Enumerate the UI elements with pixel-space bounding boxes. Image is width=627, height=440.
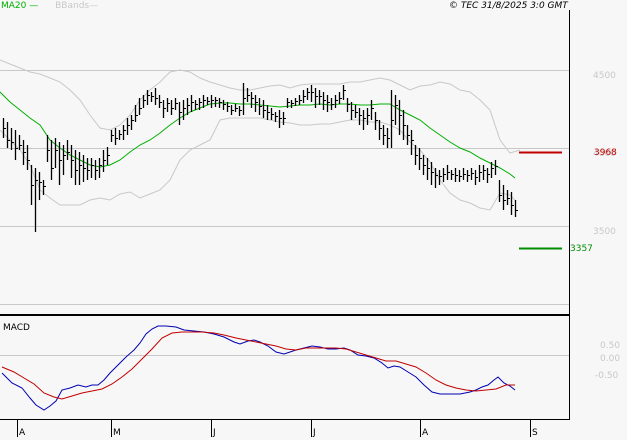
legend-bbands: BBands—: [55, 1, 99, 11]
x-tick-apr: A: [19, 428, 26, 438]
y-tick-4000: 4000: [593, 149, 616, 159]
chart-frame: [0, 10, 570, 437]
legend-ma20: MA20 —: [1, 1, 39, 11]
ma20-line: [0, 91, 516, 179]
price-gridlines: [0, 70, 569, 356]
x-tick-aug: A: [422, 428, 429, 438]
resistance-label: 3968: [594, 148, 617, 158]
x-tick-may: M: [113, 428, 121, 438]
macd-tick-050: 0.50: [600, 341, 621, 351]
support-label: 3357: [570, 244, 593, 254]
bollinger-bands: [0, 59, 521, 211]
legend: MA20 — BBands—: [1, 1, 98, 11]
macd-tick-neg050: -0.50: [595, 371, 619, 381]
macd-tick-000: 0.00: [600, 354, 621, 364]
support-resistance-levels: [519, 151, 562, 250]
y-tick-3500: 3500: [593, 227, 616, 237]
y-tick-4500: 4500: [593, 71, 616, 81]
x-tick-jun: J: [213, 428, 216, 438]
x-tick-jul: J: [313, 428, 316, 438]
macd-title: MACD: [3, 323, 30, 333]
price-bars: [2, 83, 518, 232]
x-tick-sep: S: [532, 428, 538, 438]
macd-lines: [1, 325, 516, 411]
copyright-timestamp: © TEC 31/8/2025 3:0 GMT: [449, 1, 568, 11]
